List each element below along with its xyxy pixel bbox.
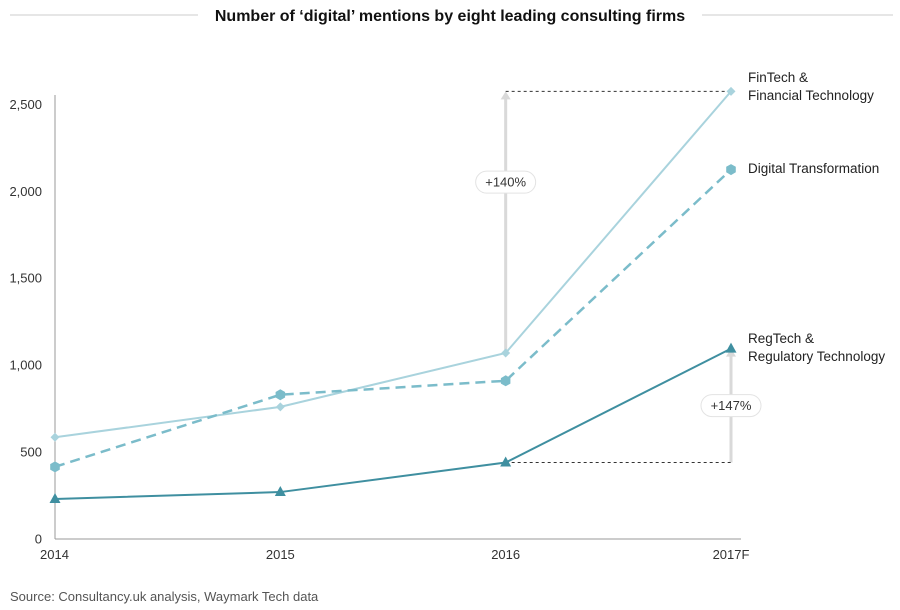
series-label: FinTech & Financial Technology (748, 70, 874, 103)
line-chart: Number of ‘digital’ mentions by eight le… (9, 8, 893, 562)
data-point-diamond (275, 402, 285, 412)
series-labels: FinTech & Financial Technology Digital Tra… (748, 70, 885, 364)
callout-label: +147% (711, 398, 752, 413)
x-tick-label: 2017F (713, 547, 750, 562)
callout-badge (475, 170, 537, 194)
callout-label: +140% (485, 175, 526, 190)
chart-title: Number of ‘digital’ mentions by eight le… (215, 8, 685, 25)
data-point-triangle (49, 493, 61, 504)
data-point-diamond (50, 432, 60, 442)
x-tick-label: 2014 (40, 547, 69, 562)
series-layer (49, 86, 737, 504)
y-tick-label: 0 (35, 532, 42, 547)
data-point-hexagon (726, 164, 736, 176)
callout-arrowhead (500, 91, 511, 100)
data-point-hexagon (275, 389, 286, 401)
series-label: Digital Transformation (748, 161, 879, 176)
data-point-diamond (501, 348, 511, 358)
data-point-triangle (725, 342, 737, 353)
x-tick-label: 2015 (266, 547, 295, 562)
data-point-triangle (274, 486, 286, 497)
y-tick-label: 2,000 (9, 184, 42, 199)
callout-badge (700, 394, 762, 418)
x-tick-label: 2016 (491, 547, 520, 562)
data-point-triangle (500, 456, 512, 467)
axes: 0 500 1,000 1,500 2,000 2,500 2014 2015 2016 2017… (9, 95, 749, 562)
growth-callouts: +140% +147% (475, 90, 762, 464)
y-tick-label: 1,500 (9, 271, 42, 286)
data-point-hexagon (50, 461, 60, 473)
data-point-hexagon (500, 375, 511, 387)
series-line (54, 347, 732, 501)
series-digital (50, 164, 736, 473)
y-tick-label: 500 (20, 445, 42, 460)
data-point-diamond (726, 86, 736, 96)
series-fintech (50, 86, 736, 442)
series-regtech (49, 342, 737, 504)
source-note: Source: Consultancy.uk analysis, Waymark… (10, 589, 319, 604)
series-line (54, 90, 732, 439)
y-tick-label: 2,500 (9, 97, 42, 112)
y-tick-label: 1,000 (9, 358, 42, 373)
series-line (54, 168, 732, 469)
series-label: RegTech & Regulatory Technology (748, 331, 885, 364)
